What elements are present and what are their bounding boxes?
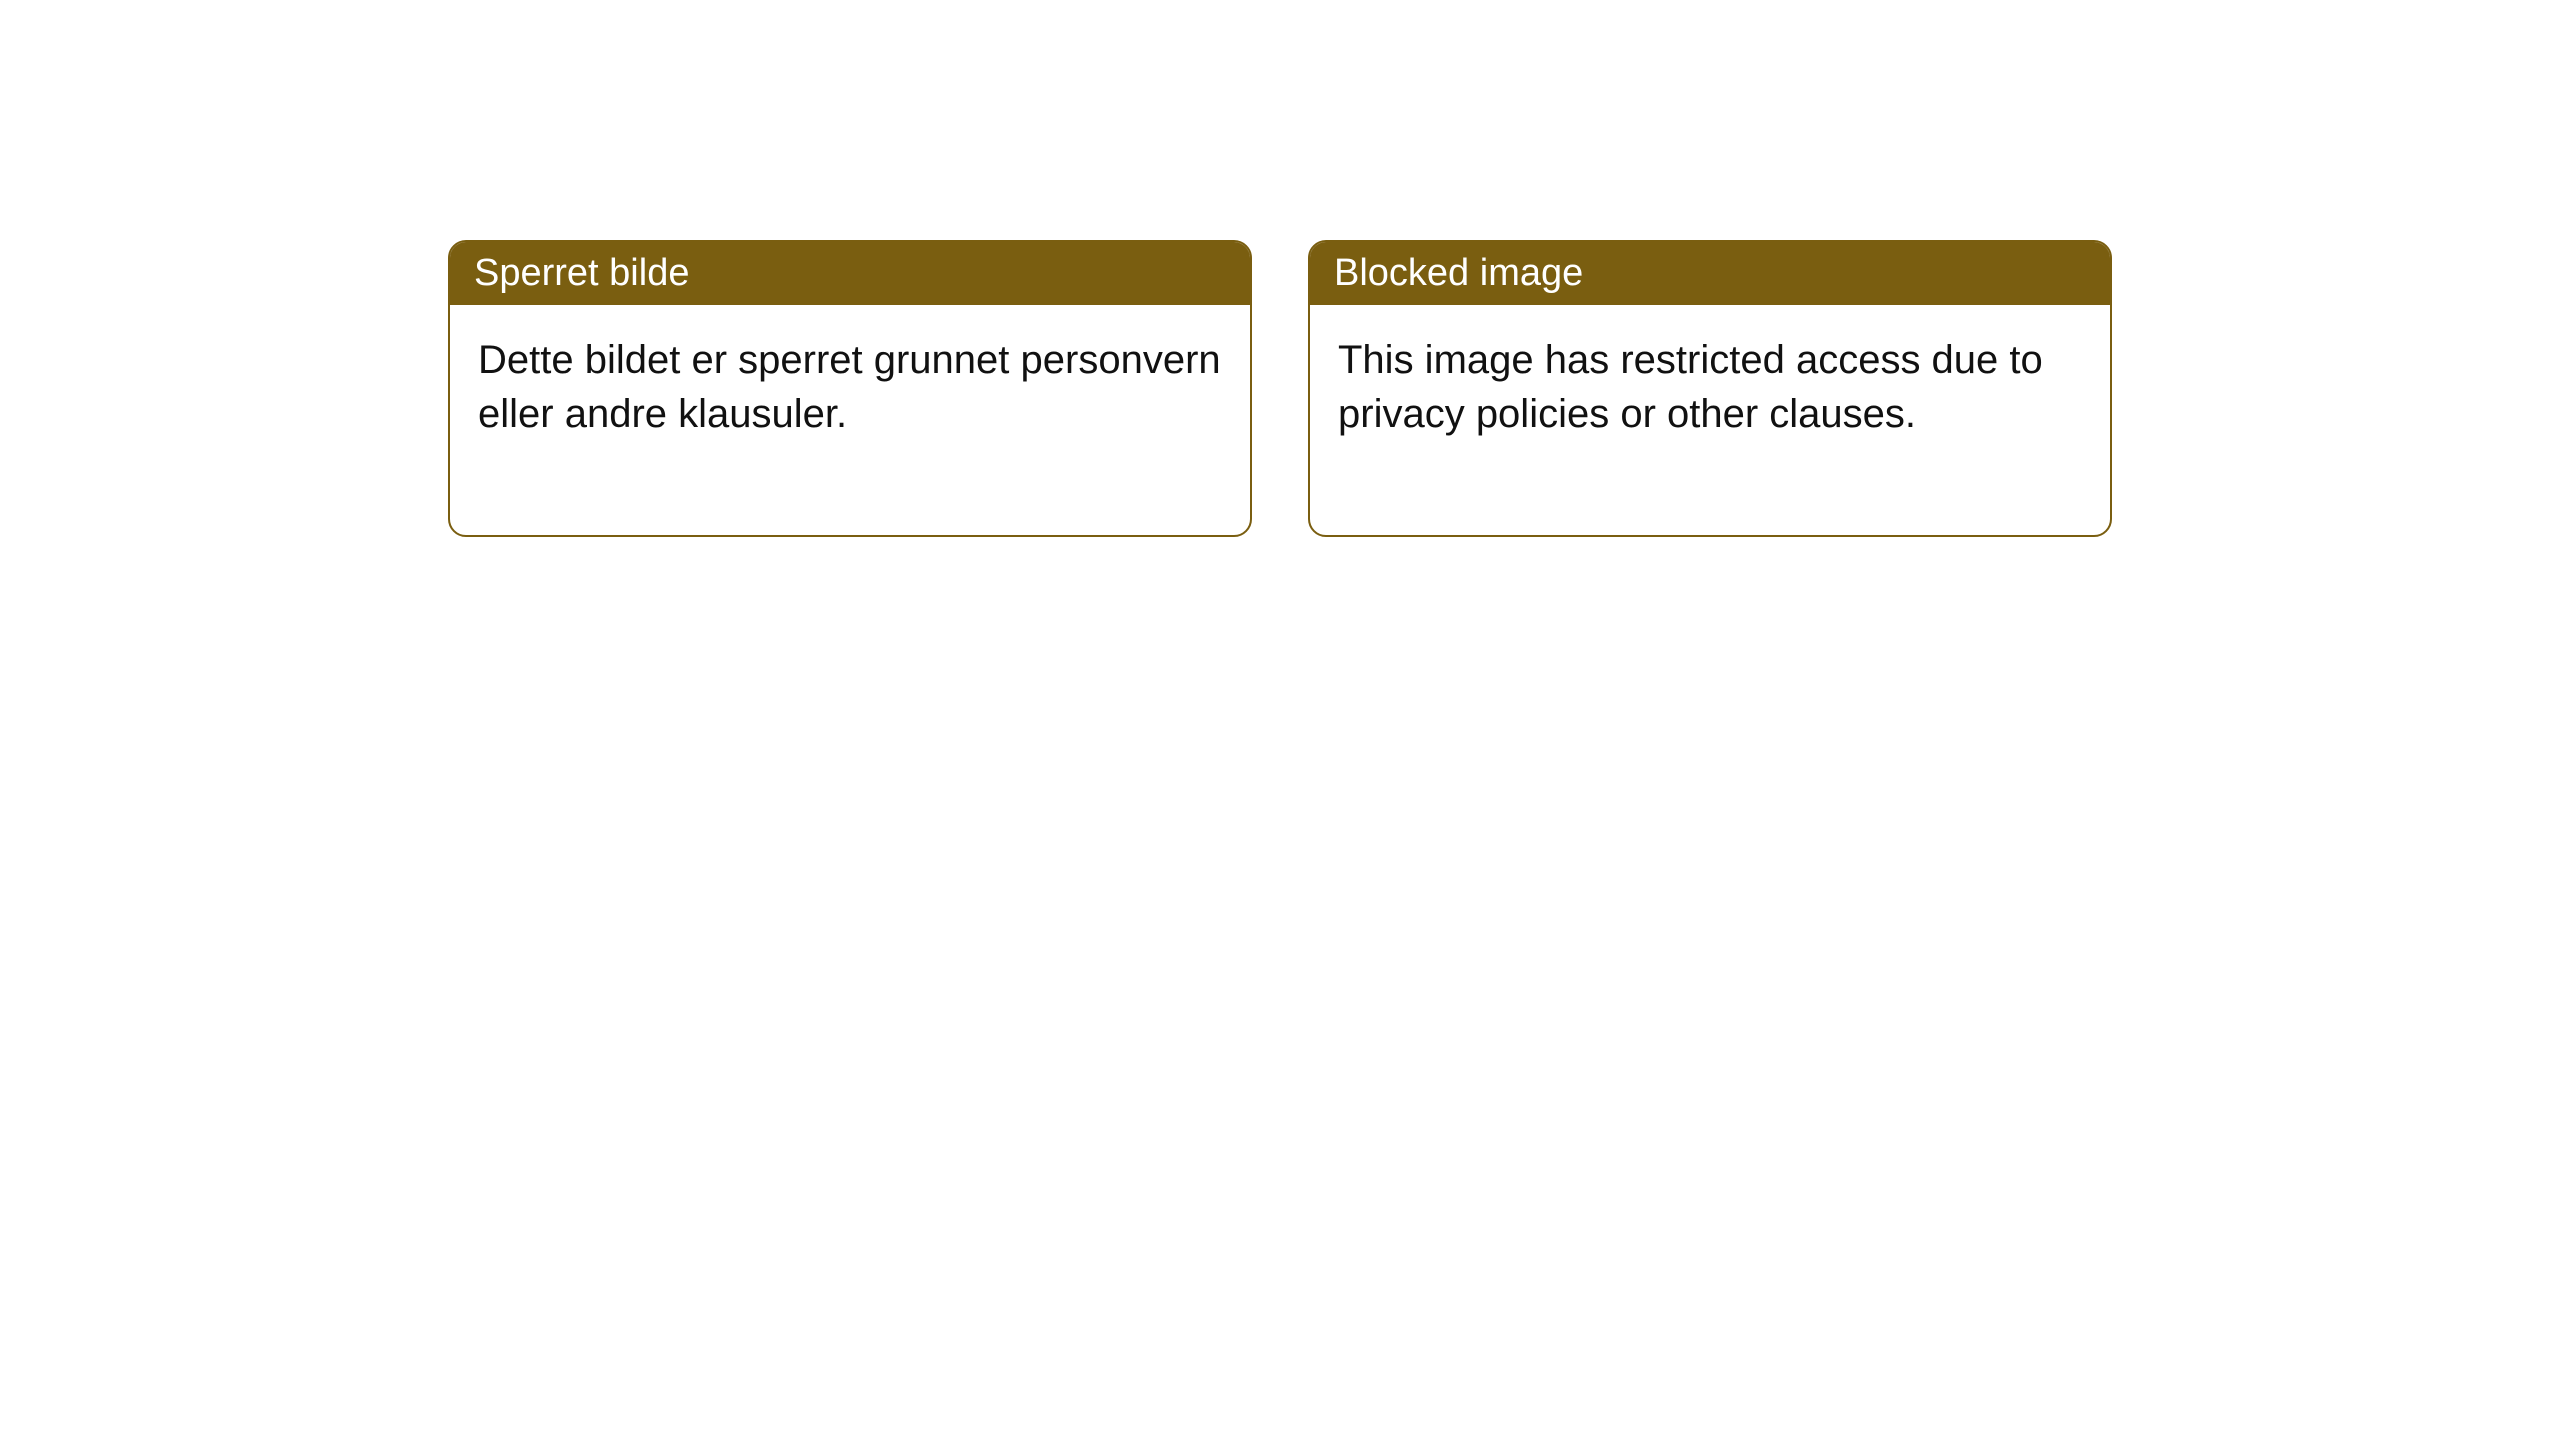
- notice-body: Dette bildet er sperret grunnet personve…: [450, 305, 1250, 535]
- notice-card-english: Blocked image This image has restricted …: [1308, 240, 2112, 537]
- notice-card-norwegian: Sperret bilde Dette bildet er sperret gr…: [448, 240, 1252, 537]
- notice-body: This image has restricted access due to …: [1310, 305, 2110, 535]
- notice-title: Blocked image: [1310, 242, 2110, 305]
- notice-container: Sperret bilde Dette bildet er sperret gr…: [0, 0, 2560, 537]
- notice-title: Sperret bilde: [450, 242, 1250, 305]
